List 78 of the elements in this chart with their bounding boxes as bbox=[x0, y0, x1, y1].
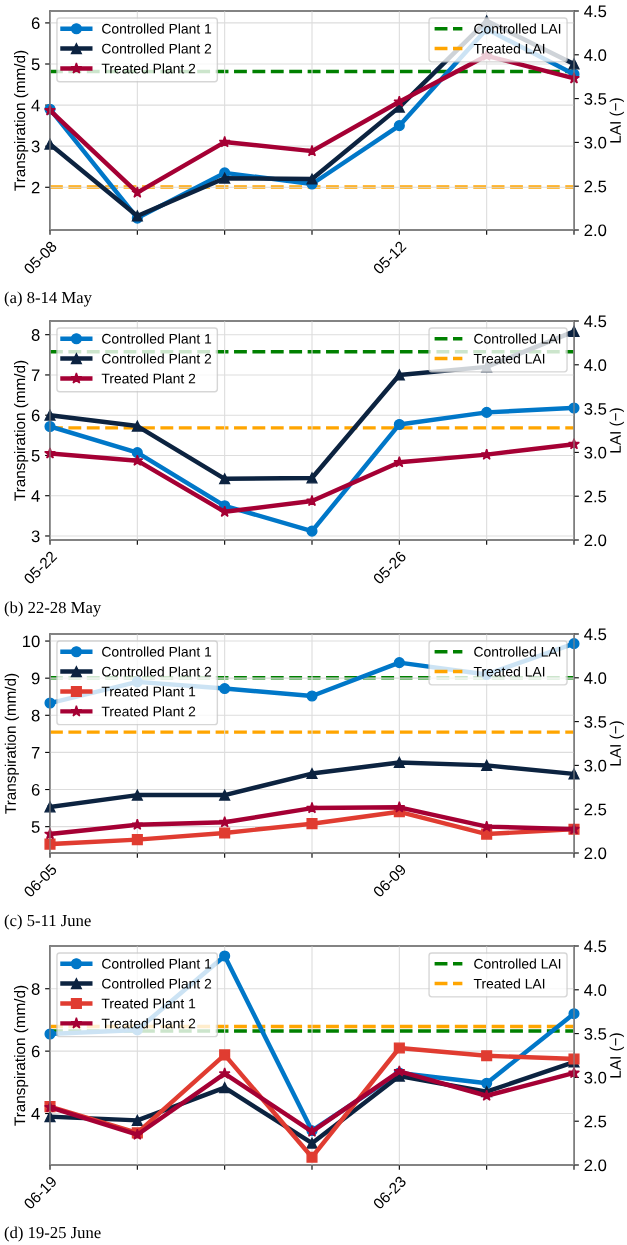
y-tick-label: 4 bbox=[31, 99, 40, 112]
legend-label: Controlled LAI bbox=[474, 646, 561, 657]
y2-tick-label: 3.0 bbox=[584, 1071, 607, 1084]
text: (b) 22-28 May bbox=[4, 601, 102, 617]
y-tick-label: 7 bbox=[31, 369, 40, 381]
legend-label: Controlled Plant 1 bbox=[102, 23, 212, 34]
y-tick-label: 8 bbox=[31, 329, 40, 341]
y-tick-label: 8 bbox=[31, 983, 40, 995]
legend-label: Controlled Plant 2 bbox=[102, 978, 212, 989]
y-tick-label: 3 bbox=[31, 530, 40, 543]
legend-label: Treated Plant 2 bbox=[101, 706, 196, 717]
y2-axis-title: LAI (−) bbox=[609, 98, 624, 143]
legend-label: Treated LAI bbox=[473, 43, 545, 54]
y2-tick-label: 4.0 bbox=[584, 984, 607, 996]
y2-tick-label: 3.0 bbox=[584, 446, 607, 459]
y2-tick-label: 3.5 bbox=[584, 716, 607, 728]
y2-tick-label: 3.0 bbox=[584, 136, 607, 149]
y2-axis-title: LAI (−) bbox=[609, 408, 624, 453]
y-tick-label: 10 bbox=[23, 635, 40, 648]
legend-label: Controlled Plant 2 bbox=[102, 666, 212, 677]
y-tick-label: 8 bbox=[31, 709, 40, 722]
y-tick-label: 6 bbox=[31, 1045, 40, 1058]
y2-tick-label: 2.0 bbox=[584, 1159, 607, 1172]
legend-label: Treated LAI bbox=[473, 978, 545, 989]
text: (a) 8-14 May bbox=[4, 291, 92, 307]
text: (d) 19-25 June bbox=[4, 1226, 101, 1242]
legend-label: Controlled Plant 2 bbox=[102, 43, 212, 54]
y-tick-label: 5 bbox=[31, 450, 40, 462]
y-tick-label: 4 bbox=[31, 490, 40, 502]
y2-tick-label: 2.0 bbox=[584, 224, 607, 237]
y2-tick-label: 4.5 bbox=[584, 315, 607, 328]
y-tick-label: 7 bbox=[31, 746, 40, 759]
y-tick-label: 6 bbox=[31, 409, 40, 422]
legend-label: Treated Plant 2 bbox=[101, 1018, 196, 1029]
legend-label: Treated Plant 2 bbox=[101, 63, 196, 74]
y2-tick-label: 4.5 bbox=[584, 5, 607, 18]
legend-label: Treated LAI bbox=[473, 353, 545, 364]
legend-label: Controlled LAI bbox=[474, 958, 561, 969]
y-tick-label: 6 bbox=[31, 17, 40, 30]
y2-tick-label: 2.5 bbox=[584, 1115, 607, 1128]
y-tick-label: 6 bbox=[31, 783, 40, 796]
y2-tick-label: 3.5 bbox=[584, 93, 607, 105]
legend-label: Controlled LAI bbox=[474, 333, 561, 344]
legend-label: Treated LAI bbox=[473, 666, 545, 677]
text: (c) 5-11 June bbox=[4, 914, 91, 930]
y2-tick-label: 4.5 bbox=[584, 940, 607, 953]
y2-tick-label: 2.5 bbox=[584, 180, 607, 193]
y2-tick-label: 4.0 bbox=[584, 359, 607, 371]
legend-label: Treated Plant 2 bbox=[101, 373, 196, 384]
y-axis-title: Transpiration (mm/d) bbox=[13, 985, 29, 1126]
y-tick-label: 2 bbox=[31, 181, 40, 194]
legend-label: Treated Plant 1 bbox=[101, 998, 196, 1009]
y2-tick-label: 2.0 bbox=[584, 847, 607, 860]
y2-tick-label: 2.5 bbox=[584, 803, 607, 816]
y2-tick-label: 3.5 bbox=[584, 1028, 607, 1040]
y2-axis-title: LAI (−) bbox=[609, 1033, 624, 1078]
y-tick-label: 4 bbox=[31, 1108, 40, 1120]
y-tick-label: 5 bbox=[31, 58, 40, 71]
y-axis-title: Transpiration (mm/d) bbox=[13, 360, 29, 501]
y2-tick-label: 3.5 bbox=[584, 403, 607, 415]
y2-tick-label: 3.0 bbox=[584, 759, 607, 772]
legend-label: Controlled Plant 2 bbox=[102, 353, 212, 364]
y2-tick-label: 4.5 bbox=[584, 628, 607, 641]
y2-tick-label: 4.0 bbox=[584, 49, 607, 61]
legend-label: Controlled Plant 1 bbox=[102, 958, 212, 969]
y2-axis-title: LAI (−) bbox=[609, 721, 624, 766]
legend-label: Treated Plant 1 bbox=[101, 686, 196, 697]
legend-label: Controlled Plant 1 bbox=[102, 646, 212, 657]
y2-tick-label: 2.5 bbox=[584, 490, 607, 503]
y2-tick-label: 2.0 bbox=[584, 534, 607, 547]
y-tick-label: 9 bbox=[31, 672, 40, 685]
y-axis-title: Transpiration (mm/d) bbox=[13, 50, 29, 191]
legend-label: Controlled Plant 1 bbox=[102, 333, 212, 344]
y-axis-title: Transpiration (mm/d) bbox=[4, 673, 19, 814]
y2-tick-label: 4.0 bbox=[584, 672, 607, 684]
y-tick-label: 5 bbox=[31, 821, 40, 833]
y-tick-label: 3 bbox=[31, 140, 40, 153]
legend-label: Controlled LAI bbox=[474, 23, 561, 34]
